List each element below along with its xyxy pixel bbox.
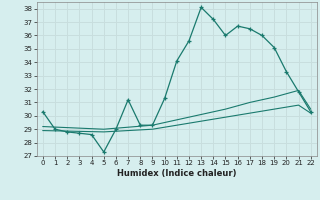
X-axis label: Humidex (Indice chaleur): Humidex (Indice chaleur) <box>117 169 236 178</box>
